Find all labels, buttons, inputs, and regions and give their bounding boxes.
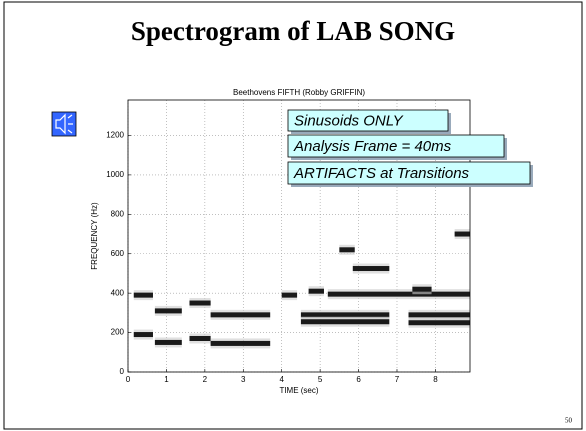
y-tick-label: 200 (111, 328, 125, 337)
speaker-icon[interactable] (51, 111, 77, 137)
spectral-line (281, 292, 298, 298)
plot-frame (127, 99, 471, 373)
y-tick-label: 0 (120, 367, 125, 376)
spectral-line (133, 332, 153, 338)
y-tick-label: 400 (111, 288, 125, 297)
x-tick-label: 0 (126, 375, 131, 384)
x-tick-label: 8 (433, 375, 438, 384)
y-tick-label: 1200 (106, 131, 124, 140)
slide-title: Spectrogram of LAB SONG (131, 16, 455, 46)
x-tick-label: 1 (164, 375, 169, 384)
spectral-line (300, 319, 390, 325)
spectral-line (210, 312, 271, 318)
x-tick-label: 3 (241, 375, 246, 384)
annotation-text: Analysis Frame = 40ms (293, 138, 452, 155)
x-axis-label: TIME (sec) (279, 386, 318, 395)
page-number: 50 (565, 417, 573, 425)
spectral-line (308, 288, 324, 294)
spectral-line (210, 340, 271, 346)
spectral-line (408, 312, 470, 318)
annotation-text: Sinusoids ONLY (294, 112, 404, 129)
spectral-line (154, 308, 182, 314)
x-tick-label: 6 (356, 375, 361, 384)
spectral-line (408, 320, 470, 326)
y-tick-label: 600 (111, 249, 125, 258)
annotation-box (287, 161, 531, 185)
y-axis-label: FREQUENCY (Hz) (90, 202, 99, 270)
annotation-text: ARTIFACTS at Transitions (293, 165, 470, 182)
spectral-line (327, 291, 470, 297)
x-tick-label: 2 (203, 375, 208, 384)
spectral-line (189, 300, 211, 306)
y-tick-label: 800 (111, 209, 125, 218)
spectral-line (339, 247, 355, 253)
spectral-line (300, 312, 390, 318)
spectral-line (189, 335, 211, 341)
y-tick-label: 1000 (106, 170, 124, 179)
spectral-line (133, 292, 153, 298)
slide-border (3, 1, 583, 430)
annotation-box (287, 109, 449, 132)
spectral-line (454, 231, 470, 237)
x-tick-label: 5 (318, 375, 323, 384)
x-tick-label: 7 (395, 375, 400, 384)
spectral-line (352, 266, 390, 272)
x-tick-label: 4 (279, 375, 284, 384)
spectral-line (412, 286, 432, 292)
spectral-line (154, 339, 182, 345)
chart-title: Beethovens FIFTH (Robby GRIFFIN) (233, 88, 365, 97)
annotation-box (287, 134, 505, 158)
